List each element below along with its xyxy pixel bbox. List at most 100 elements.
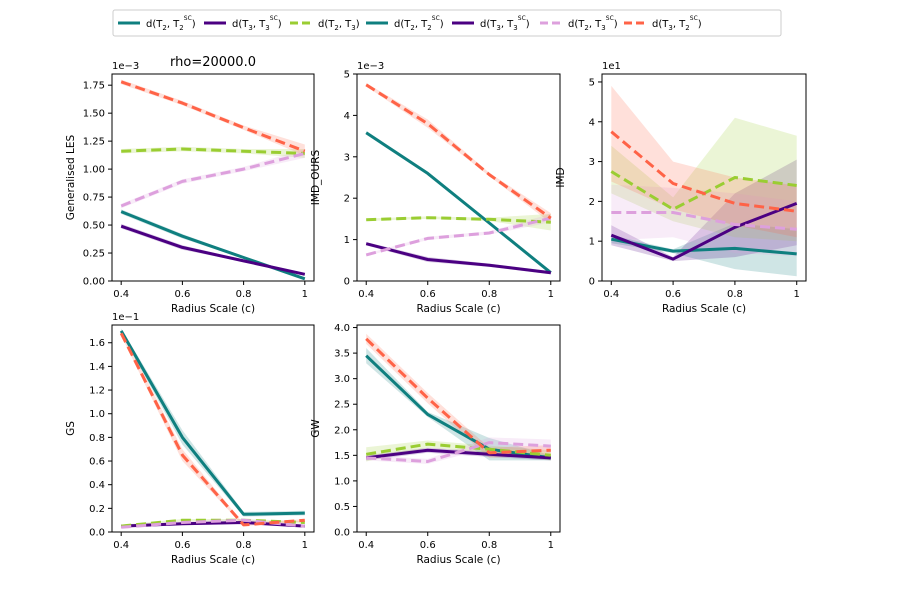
ytick-label-gs-6: 1.2 xyxy=(89,386,105,397)
xtick-label-les-2: 0.8 xyxy=(236,289,252,300)
plot-area-imd xyxy=(610,85,798,277)
ytick-label-les-0: 0.00 xyxy=(83,277,105,288)
line-imd_ours-d(T2,T3) xyxy=(366,216,551,224)
figure-title: rho=20000.0 xyxy=(170,55,256,70)
ytick-label-gw-5: 2.5 xyxy=(334,400,350,411)
legend-entry-d(T2,T3SC): d(T2, T3SC) xyxy=(540,15,618,32)
ytick-label-imd_ours-1: 1 xyxy=(344,235,350,246)
chart-imd_ours: 0.4 0.6 0.8 1 0 1 2 3 4 5 1e−3 Radius Scale (c) IMD_… xyxy=(310,61,561,315)
xtick-label-imd-2: 0.8 xyxy=(727,289,743,300)
line-imd-d(T3,T3SC) xyxy=(610,202,798,261)
ytick-label-gs-8: 1.6 xyxy=(89,338,105,349)
axes-frame-imd_ours xyxy=(356,73,561,282)
ytick-label-imd-1: 1 xyxy=(589,237,595,248)
ytick-label-gw-8: 4.0 xyxy=(334,323,350,334)
ytick-label-gs-2: 0.4 xyxy=(89,480,105,491)
ytick-label-gw-7: 3.5 xyxy=(334,349,350,360)
line-gs-d(T2,T2SC) xyxy=(119,330,305,516)
axis-multiplier-imd_ours: 1e−3 xyxy=(357,61,384,72)
ytick-label-les-1: 0.25 xyxy=(83,249,105,260)
xtick-label-gs-3: 1 xyxy=(302,540,308,551)
ytick-label-imd_ours-5: 5 xyxy=(344,70,350,81)
chart-les: 0.4 0.6 0.8 1 0.00 0.25 0.50 0.75 1.00 1.25 1.50 1.… xyxy=(65,61,315,315)
xtick-label-imd-0: 0.4 xyxy=(603,289,619,300)
ylabel-imd: IMD xyxy=(555,167,567,187)
legend-label-d(T3,T2SC): d(T3, T2SC) xyxy=(652,15,702,32)
ytick-label-gw-0: 0.0 xyxy=(334,528,350,539)
xtick-label-imd_ours-0: 0.4 xyxy=(358,289,374,300)
legend-label-d(T2,T3SC): d(T2, T3SC) xyxy=(568,15,618,32)
legend-entry-repeat-d(T2,T2SC): d(T2, T2SC) xyxy=(366,15,444,32)
plot-area-gw xyxy=(365,333,552,464)
xlabel-imd: Radius Scale (c) xyxy=(662,303,746,315)
ytick-label-les-7: 1.75 xyxy=(83,81,105,92)
xlabel-les: Radius Scale (c) xyxy=(171,303,255,315)
chart-gw: 0.4 0.6 0.8 1 0.0 0.5 1.0 1.5 2.0 2.5 3.0 3.5 4.0 Rad… xyxy=(310,323,561,566)
line-les-d(T2,T3SC) xyxy=(120,151,306,208)
ytick-label-imd_ours-3: 3 xyxy=(344,152,350,163)
ytick-label-gs-7: 1.4 xyxy=(89,362,105,373)
xtick-label-gs-2: 0.8 xyxy=(236,540,252,551)
line-gw-d(T2,T3SC) xyxy=(366,441,551,463)
legend-label-d(T3,T3SC): d(T3, T3SC) xyxy=(232,15,282,32)
line-imd-d(T2,T3SC) xyxy=(611,211,797,231)
axes-frame-les xyxy=(111,73,315,282)
line-imd_ours-d(T3,T3SC) xyxy=(365,242,551,275)
ytick-label-gs-1: 0.2 xyxy=(89,504,105,515)
ytick-label-gw-2: 1.0 xyxy=(334,476,350,487)
band-gs-d(T3,T2SC) xyxy=(121,330,305,527)
xtick-label-imd-1: 0.6 xyxy=(665,289,681,300)
ytick-label-imd-2: 2 xyxy=(589,197,595,208)
band-imd-d(T2,T3SC) xyxy=(611,184,797,257)
xlabel-imd_ours: Radius Scale (c) xyxy=(416,303,500,315)
ylabel-gw: GW xyxy=(310,419,322,438)
xlabel-gw: Radius Scale (c) xyxy=(416,554,500,566)
ytick-label-gw-1: 0.5 xyxy=(334,502,350,513)
ytick-label-imd_ours-2: 2 xyxy=(344,194,350,205)
ytick-label-les-2: 0.50 xyxy=(83,221,105,232)
ytick-label-imd_ours-0: 0 xyxy=(344,277,350,288)
ytick-label-gw-3: 1.5 xyxy=(334,451,350,462)
ytick-label-les-6: 1.50 xyxy=(83,109,105,120)
plot-area-les xyxy=(120,79,306,281)
ytick-label-imd-5: 5 xyxy=(589,77,595,88)
axis-multiplier-gs: 1e−1 xyxy=(112,312,139,323)
axes-frame-gw xyxy=(356,324,561,533)
xtick-label-gw-2: 0.8 xyxy=(481,540,497,551)
axis-multiplier-imd: 1e1 xyxy=(602,61,621,72)
ytick-label-gs-0: 0.0 xyxy=(89,528,105,539)
line-imd_ours-d(T2,T2SC) xyxy=(365,131,552,274)
xtick-label-imd-3: 1 xyxy=(794,289,800,300)
ytick-label-les-4: 1.00 xyxy=(83,165,105,176)
legend-frame xyxy=(112,9,782,37)
ytick-label-imd-3: 3 xyxy=(589,157,595,168)
band-gw-d(T2,T2SC) xyxy=(366,348,551,461)
axes-frame-imd xyxy=(601,73,807,282)
xtick-label-imd_ours-2: 0.8 xyxy=(481,289,497,300)
ylabel-gs: GS xyxy=(65,421,77,436)
ytick-label-gs-4: 0.8 xyxy=(89,433,105,444)
band-imd-d(T3,T3SC) xyxy=(611,159,797,262)
ytick-label-les-5: 1.25 xyxy=(83,137,105,148)
legend-entry-d(T2,T2SC): d(T2, T2SC) xyxy=(118,15,196,32)
legend-entry-repeat-d(T3,T3SC): d(T3, T3SC) xyxy=(452,15,530,32)
ytick-label-les-3: 0.75 xyxy=(83,193,105,204)
ylabel-imd_ours: IMD_OURS xyxy=(310,149,322,205)
line-les-d(T3,T3SC) xyxy=(120,224,306,276)
xtick-label-imd_ours-1: 0.6 xyxy=(420,289,436,300)
chart-imd: 0.4 0.6 0.8 1 0 1 2 3 4 5 1e1 Radius Scale (c) IMD xyxy=(555,61,807,315)
legend-label-repeat-d(T2,T2SC): d(T2, T2SC) xyxy=(394,15,444,32)
xlabel-gs: Radius Scale (c) xyxy=(171,554,255,566)
legend-label-repeat-d(T3,T3SC): d(T3, T3SC) xyxy=(480,15,530,32)
legend: d(T2, T2SC) d(T3, T3SC) d(T2, T3) d(T2, T3S… xyxy=(112,9,782,37)
legend-entry-d(T3,T3SC): d(T3, T3SC) xyxy=(204,15,282,32)
xtick-label-les-3: 1 xyxy=(302,289,308,300)
axis-multiplier-les: 1e−3 xyxy=(112,61,139,72)
ytick-label-gs-5: 1.0 xyxy=(89,409,105,420)
line-imd-d(T2,T2SC) xyxy=(611,237,797,256)
axes-frame-gs xyxy=(111,324,315,533)
xtick-label-imd_ours-3: 1 xyxy=(548,289,554,300)
ytick-label-gs-3: 0.6 xyxy=(89,457,105,468)
